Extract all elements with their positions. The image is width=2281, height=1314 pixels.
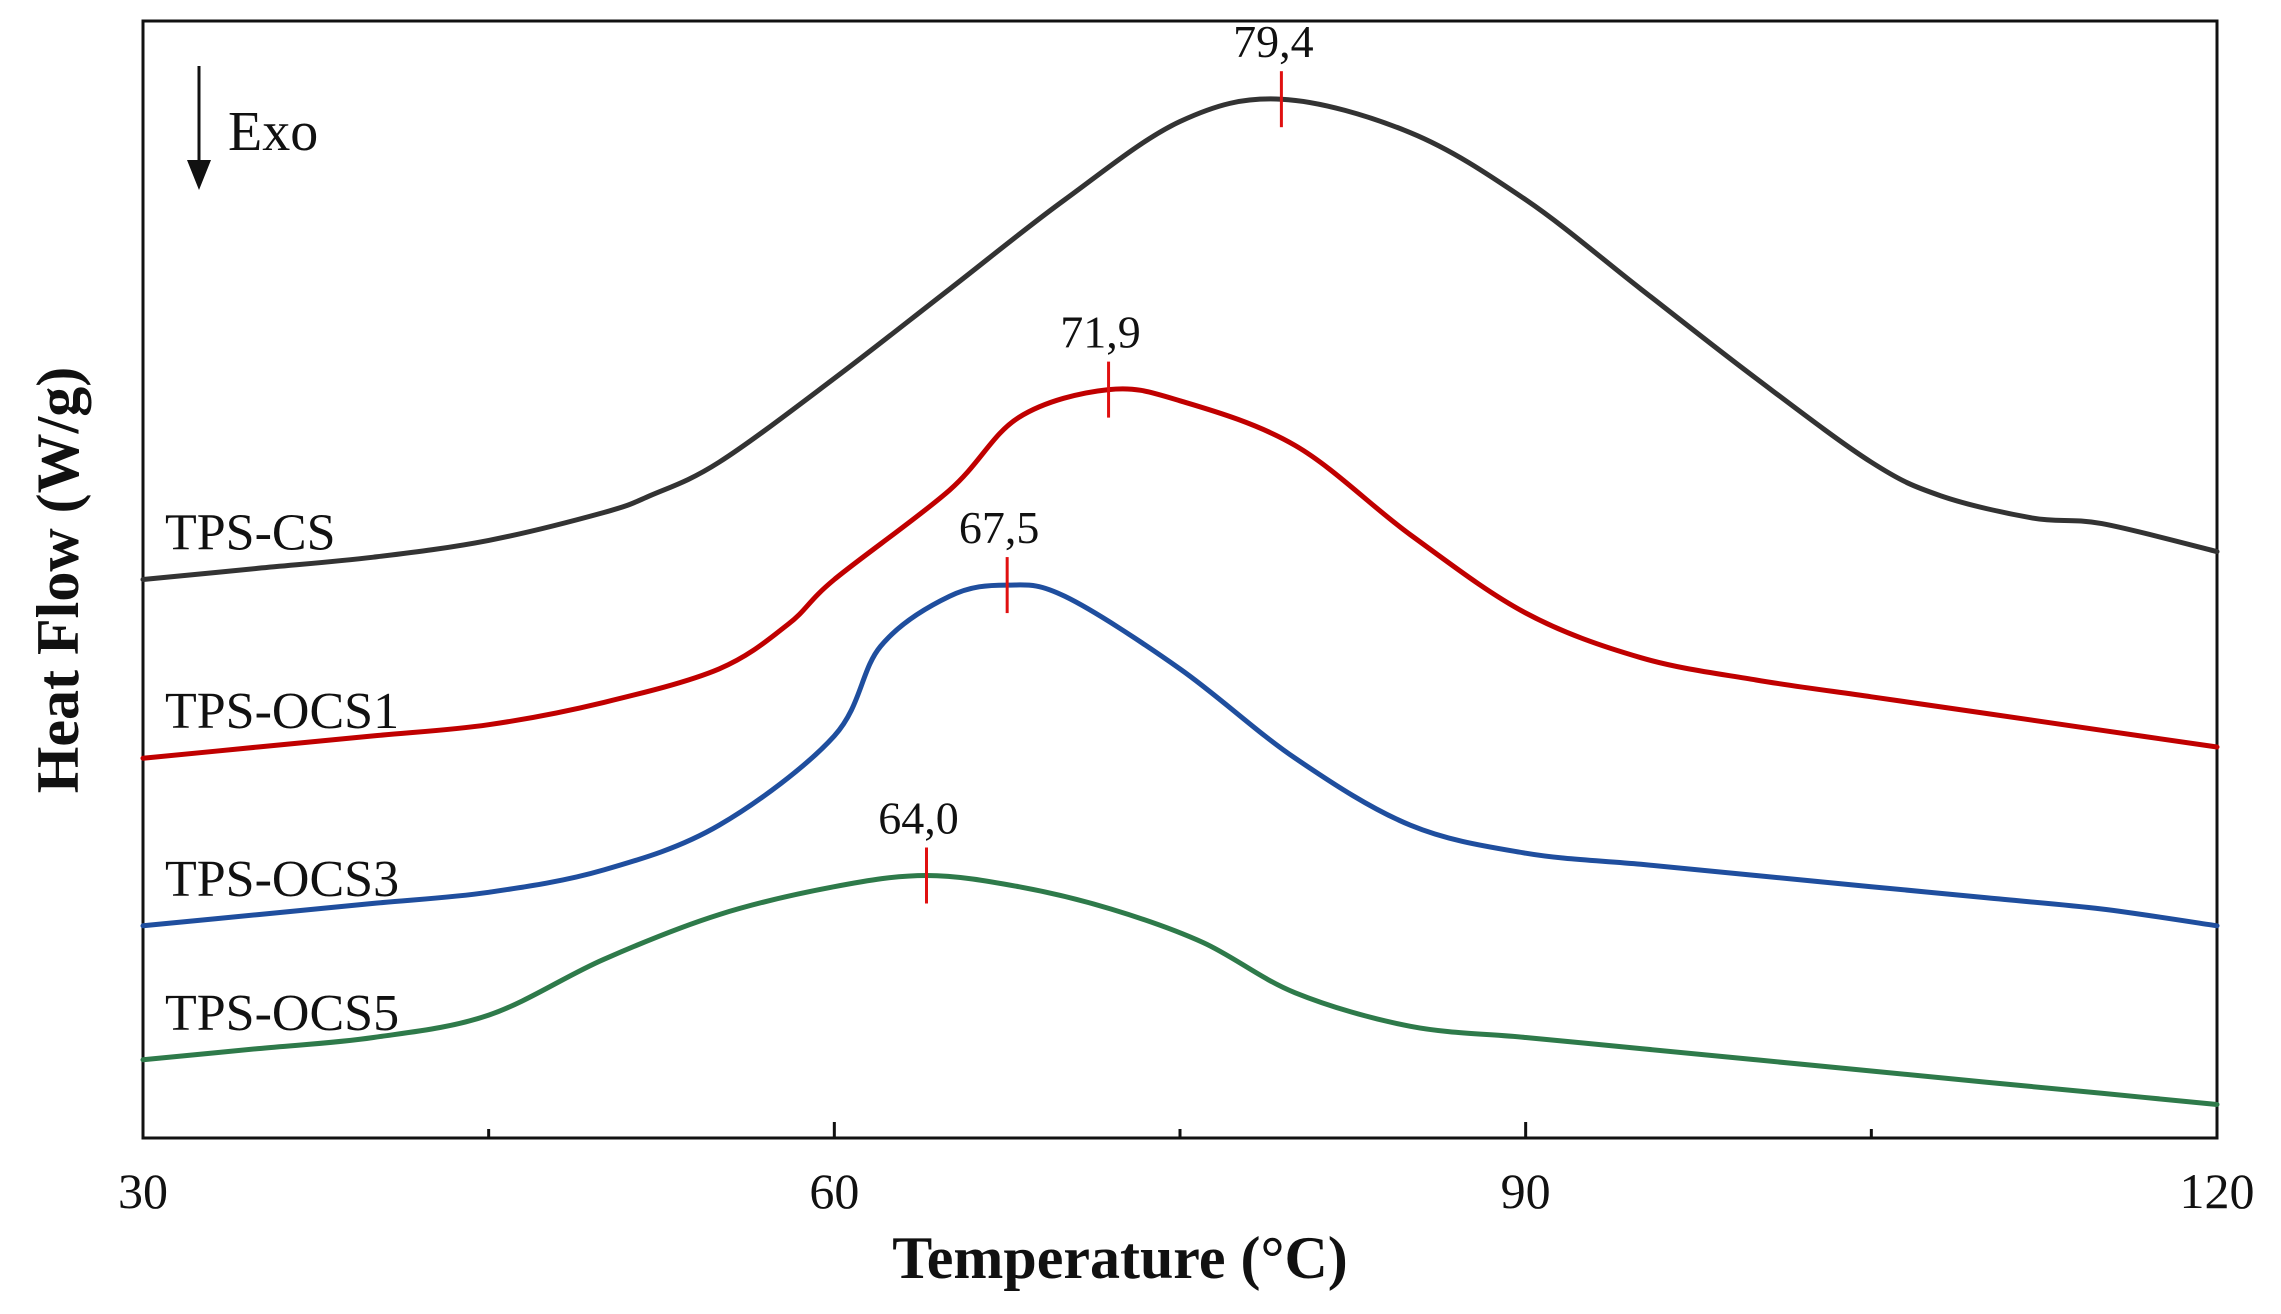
series-line-tps-cs: [140, 96, 2220, 582]
series-labels: TPS-CS TPS-OCS1 TPS-OCS3 TPS-OCS5: [165, 505, 399, 1042]
exo-annotation: Exo: [187, 66, 318, 190]
exo-label: Exo: [228, 101, 318, 163]
peak-markers: 79,4 71,9 67,5 64,0: [878, 16, 1314, 904]
x-axis-ticks: 30 60 90 120: [118, 1122, 2255, 1219]
x-tick-label-60: 60: [809, 1163, 859, 1219]
series-label-tps-ocs1: TPS-OCS1: [165, 683, 399, 740]
series-label-tps-cs: TPS-CS: [165, 505, 336, 562]
series-line-tps-ocs5: [140, 873, 2220, 1107]
exo-arrowhead-icon: [187, 160, 211, 190]
series-line-tps-ocs3: [140, 582, 2220, 929]
series-line-tps-ocs1: [140, 386, 2220, 761]
peak-label-tps-ocs3: 67,5: [959, 502, 1040, 553]
peak-label-tps-cs: 79,4: [1233, 16, 1314, 67]
series-layer: [140, 96, 2220, 1107]
x-tick-label-30: 30: [118, 1163, 168, 1219]
x-axis-title: Temperature (°C): [892, 1225, 1348, 1291]
series-label-tps-ocs5: TPS-OCS5: [165, 985, 399, 1042]
x-tick-label-120: 120: [2180, 1163, 2255, 1219]
plot-frame: [141, 19, 2219, 1140]
series-label-tps-ocs3: TPS-OCS3: [165, 851, 399, 908]
x-tick-label-90: 90: [1501, 1163, 1551, 1219]
peak-label-tps-ocs1: 71,9: [1060, 307, 1141, 358]
y-axis-title: Heat Flow (W/g): [25, 367, 91, 794]
peak-label-tps-ocs5: 64,0: [878, 793, 959, 844]
